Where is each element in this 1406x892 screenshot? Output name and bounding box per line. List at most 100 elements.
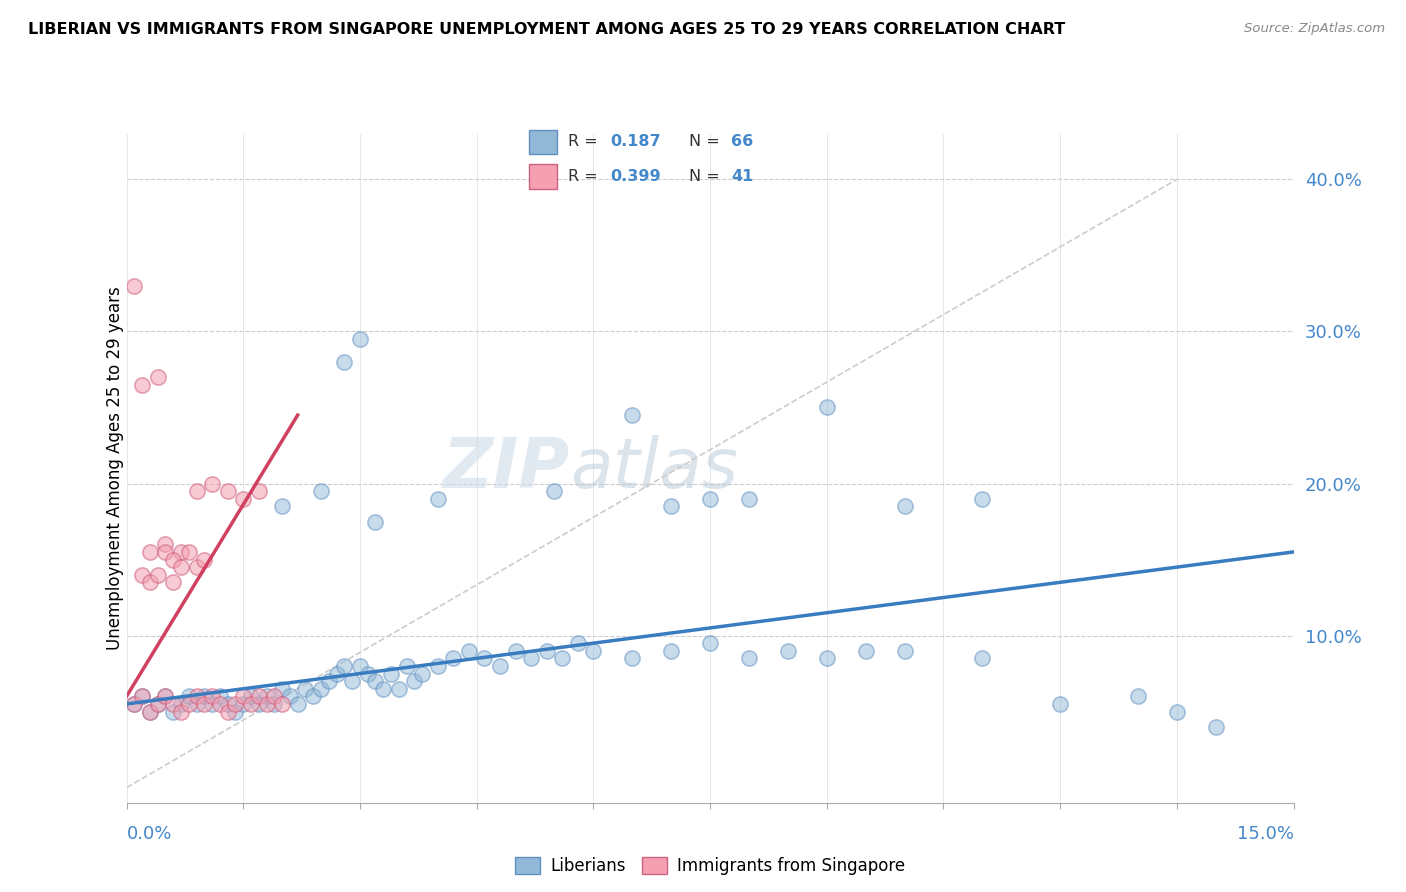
Text: 15.0%: 15.0% [1236, 825, 1294, 843]
Point [201, 690, 224, 704]
Point [318, 674, 340, 689]
Point [224, 697, 246, 711]
Point [247, 690, 270, 704]
Point [373, 681, 395, 696]
Point [155, 545, 177, 559]
Point [1205, 720, 1227, 734]
Point [256, 690, 278, 704]
Point [621, 651, 644, 665]
Point [263, 690, 285, 704]
Point [349, 332, 371, 346]
Point [333, 659, 356, 673]
Point [131, 690, 153, 704]
Point [1049, 697, 1071, 711]
Point [364, 674, 387, 689]
Text: 41: 41 [731, 169, 754, 184]
Point [426, 659, 449, 673]
Text: 0.0%: 0.0% [127, 825, 172, 843]
Point [186, 697, 208, 711]
FancyBboxPatch shape [529, 164, 557, 189]
Text: N =: N = [689, 134, 725, 149]
Point [441, 651, 464, 665]
Point [139, 705, 162, 719]
Point [349, 659, 371, 673]
Point [699, 491, 721, 506]
Point [155, 690, 177, 704]
Point [247, 484, 270, 499]
Point [815, 401, 838, 415]
Text: R =: R = [568, 169, 603, 184]
Point [364, 515, 387, 529]
Point [489, 659, 512, 673]
Point [232, 697, 254, 711]
Point [240, 697, 263, 711]
Point [659, 500, 682, 514]
Point [170, 697, 193, 711]
Point [1166, 705, 1188, 719]
Point [224, 705, 246, 719]
Point [186, 484, 208, 499]
Text: 0.187: 0.187 [610, 134, 661, 149]
Text: Source: ZipAtlas.com: Source: ZipAtlas.com [1244, 22, 1385, 36]
Point [217, 705, 239, 719]
Point [404, 674, 426, 689]
Point [294, 681, 316, 696]
Point [278, 690, 301, 704]
Point [474, 651, 496, 665]
Point [395, 659, 418, 673]
Point [240, 690, 263, 704]
Point [256, 697, 278, 711]
Point [162, 575, 184, 590]
Point [855, 644, 877, 658]
Point [247, 697, 270, 711]
Point [162, 697, 184, 711]
Point [536, 644, 558, 658]
Point [287, 697, 309, 711]
Text: LIBERIAN VS IMMIGRANTS FROM SINGAPORE UNEMPLOYMENT AMONG AGES 25 TO 29 YEARS COR: LIBERIAN VS IMMIGRANTS FROM SINGAPORE UN… [28, 22, 1066, 37]
Point [177, 545, 200, 559]
Point [139, 545, 162, 559]
Point [232, 690, 254, 704]
Text: 66: 66 [731, 134, 754, 149]
Text: N =: N = [689, 169, 725, 184]
Point [309, 484, 332, 499]
Point [124, 278, 146, 293]
Point [520, 651, 543, 665]
Point [325, 666, 347, 681]
Point [263, 697, 285, 711]
Point [659, 644, 682, 658]
FancyBboxPatch shape [529, 129, 557, 153]
Point [271, 697, 294, 711]
Point [124, 697, 146, 711]
Point [131, 377, 153, 392]
Point [582, 644, 605, 658]
Point [309, 681, 332, 696]
Point [776, 644, 799, 658]
Point [170, 705, 193, 719]
Point [271, 681, 294, 696]
Point [170, 560, 193, 574]
Point [139, 705, 162, 719]
Point [217, 484, 239, 499]
Point [146, 697, 169, 711]
Point [193, 690, 215, 704]
Text: ZIP: ZIP [443, 434, 569, 502]
Point [893, 500, 915, 514]
Point [1126, 690, 1149, 704]
Point [271, 500, 294, 514]
Point [972, 651, 994, 665]
Point [186, 690, 208, 704]
Point [146, 370, 169, 384]
Point [972, 491, 994, 506]
Text: 0.399: 0.399 [610, 169, 661, 184]
Point [893, 644, 915, 658]
Point [340, 674, 363, 689]
Point [193, 697, 215, 711]
Point [621, 408, 644, 422]
Point [201, 697, 224, 711]
Point [232, 491, 254, 506]
Point [162, 552, 184, 566]
Point [131, 567, 153, 582]
Point [170, 545, 193, 559]
Point [357, 666, 380, 681]
